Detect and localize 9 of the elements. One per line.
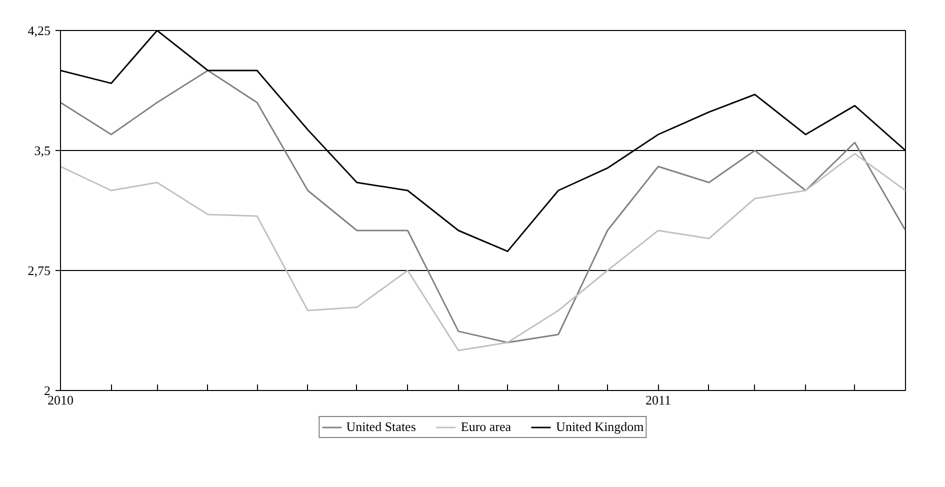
x-tick-label: 2011	[645, 392, 671, 408]
y-tick-label: 2,75	[28, 263, 50, 278]
line-series	[60, 152, 906, 352]
y-tick-label: 3,5	[34, 143, 50, 158]
x-tick-label: 2010	[48, 392, 74, 408]
y-tick-label: 4,25	[28, 23, 50, 38]
legend-label: United Kingdom	[556, 419, 644, 435]
legend-label: Euro area	[460, 419, 512, 435]
legend-label: United States	[346, 419, 416, 435]
